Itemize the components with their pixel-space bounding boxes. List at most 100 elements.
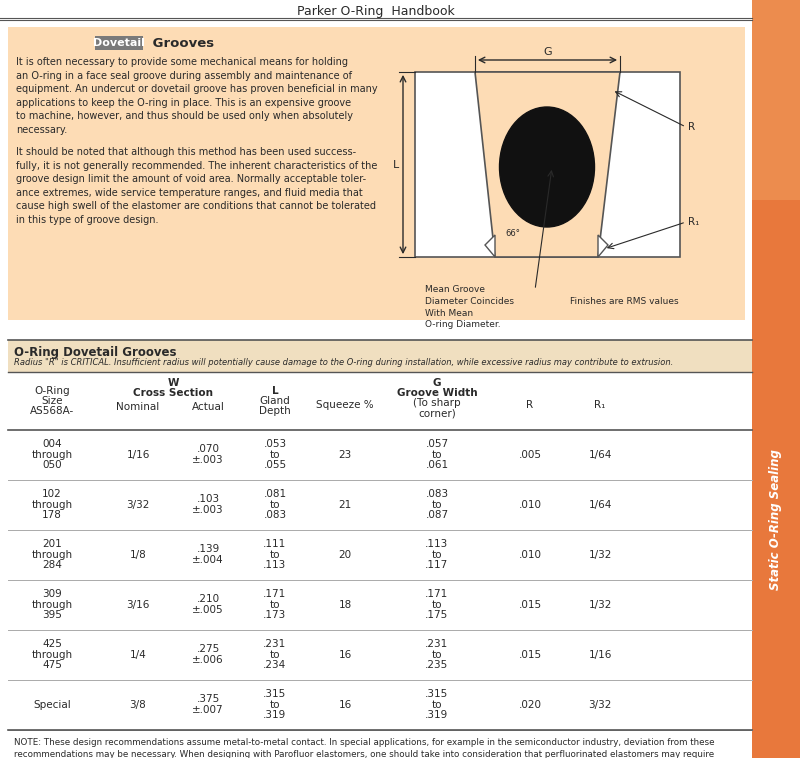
Text: to: to: [270, 600, 280, 609]
Text: .231: .231: [426, 639, 449, 650]
Text: through: through: [31, 449, 73, 460]
Text: .081: .081: [263, 489, 286, 500]
Text: .315: .315: [426, 689, 449, 699]
Text: .375: .375: [196, 694, 220, 704]
Text: .111: .111: [263, 539, 286, 550]
Bar: [415, 72, 680, 257]
Text: to: to: [270, 449, 280, 460]
Text: 284: 284: [42, 560, 62, 570]
Text: .231: .231: [263, 639, 286, 650]
Text: ±.003: ±.003: [192, 455, 224, 465]
Text: R₁: R₁: [594, 400, 606, 410]
Text: .010: .010: [518, 500, 542, 509]
Text: to: to: [270, 700, 280, 709]
Text: 395: 395: [42, 610, 62, 620]
Text: to: to: [432, 700, 442, 709]
Polygon shape: [598, 235, 608, 257]
Text: O-Ring: O-Ring: [34, 386, 70, 396]
Text: It is often necessary to provide some mechanical means for holding
an O-ring in : It is often necessary to provide some me…: [16, 57, 378, 135]
Text: 475: 475: [42, 660, 62, 670]
Text: .061: .061: [426, 460, 449, 470]
Text: through: through: [31, 500, 73, 509]
Text: 3/32: 3/32: [126, 500, 150, 509]
Text: .113: .113: [263, 560, 286, 570]
Text: .171: .171: [263, 589, 286, 600]
Text: ±.004: ±.004: [192, 555, 224, 565]
Text: .083: .083: [263, 510, 286, 520]
Ellipse shape: [499, 107, 594, 227]
Text: AS568A-: AS568A-: [30, 406, 74, 416]
Text: .087: .087: [426, 510, 449, 520]
Text: 201: 201: [42, 539, 62, 550]
Text: .070: .070: [197, 444, 219, 455]
Text: R: R: [526, 400, 534, 410]
Text: R: R: [688, 122, 695, 132]
Bar: [8, 340, 752, 372]
Text: Squeeze %: Squeeze %: [316, 400, 374, 410]
Text: Static O-Ring Sealing: Static O-Ring Sealing: [770, 449, 782, 590]
Text: Actual: Actual: [191, 402, 225, 412]
Text: 004: 004: [42, 439, 62, 449]
Text: It should be noted that although this method has been used success-
fully, it is: It should be noted that although this me…: [16, 147, 378, 225]
Text: .319: .319: [263, 710, 286, 720]
Text: ±.003: ±.003: [192, 505, 224, 515]
Text: 3/16: 3/16: [126, 600, 150, 609]
Text: .020: .020: [518, 700, 542, 709]
Text: .083: .083: [426, 489, 449, 500]
Text: 1/16: 1/16: [588, 650, 612, 659]
Text: Cross Section: Cross Section: [133, 388, 213, 398]
Text: .175: .175: [426, 610, 449, 620]
Text: 23: 23: [338, 449, 352, 460]
Text: Dovetail: Dovetail: [93, 38, 145, 48]
Bar: [8, 372, 752, 758]
Text: corner): corner): [418, 408, 456, 418]
Polygon shape: [485, 235, 495, 257]
Text: through: through: [31, 650, 73, 659]
Text: 102: 102: [42, 489, 62, 500]
Text: 050: 050: [42, 460, 62, 470]
Text: 16: 16: [338, 650, 352, 659]
Text: through: through: [31, 600, 73, 609]
Bar: [752, 0, 800, 200]
Text: to: to: [432, 650, 442, 659]
Text: 1/64: 1/64: [588, 500, 612, 509]
Text: .010: .010: [518, 550, 542, 559]
Text: L: L: [393, 159, 399, 170]
Text: to: to: [432, 550, 442, 559]
Text: through: through: [31, 550, 73, 559]
Text: .113: .113: [426, 539, 449, 550]
Text: 1/4: 1/4: [130, 650, 146, 659]
Text: Depth: Depth: [259, 406, 291, 416]
Text: .015: .015: [518, 600, 542, 609]
Text: Special: Special: [33, 700, 71, 709]
Text: 16: 16: [338, 700, 352, 709]
Text: .139: .139: [196, 544, 220, 555]
Text: .235: .235: [426, 660, 449, 670]
Text: 3/32: 3/32: [588, 700, 612, 709]
Polygon shape: [475, 72, 620, 257]
Bar: [95, 36, 143, 50]
Text: 178: 178: [42, 510, 62, 520]
Text: .053: .053: [263, 439, 286, 449]
Text: Nominal: Nominal: [116, 402, 160, 412]
Bar: [8, 27, 745, 320]
Text: Grooves: Grooves: [148, 37, 214, 50]
Text: 66°: 66°: [505, 229, 520, 238]
Text: NOTE: These design recommendations assume metal-to-metal contact. In special app: NOTE: These design recommendations assum…: [14, 738, 714, 758]
Text: .319: .319: [426, 710, 449, 720]
Text: O-Ring Dovetail Grooves: O-Ring Dovetail Grooves: [14, 346, 177, 359]
Text: .015: .015: [518, 650, 542, 659]
Text: ±.005: ±.005: [192, 605, 224, 615]
Text: .103: .103: [197, 494, 219, 505]
Text: G: G: [433, 378, 442, 388]
Text: 1/16: 1/16: [126, 449, 150, 460]
Text: Parker O-Ring  Handbook: Parker O-Ring Handbook: [297, 5, 455, 17]
Text: .005: .005: [518, 449, 542, 460]
Text: 1/64: 1/64: [588, 449, 612, 460]
Text: to: to: [432, 500, 442, 509]
Text: .315: .315: [263, 689, 286, 699]
Text: W: W: [167, 378, 178, 388]
Text: 1/8: 1/8: [130, 550, 146, 559]
Text: 18: 18: [338, 600, 352, 609]
Text: .055: .055: [263, 460, 286, 470]
